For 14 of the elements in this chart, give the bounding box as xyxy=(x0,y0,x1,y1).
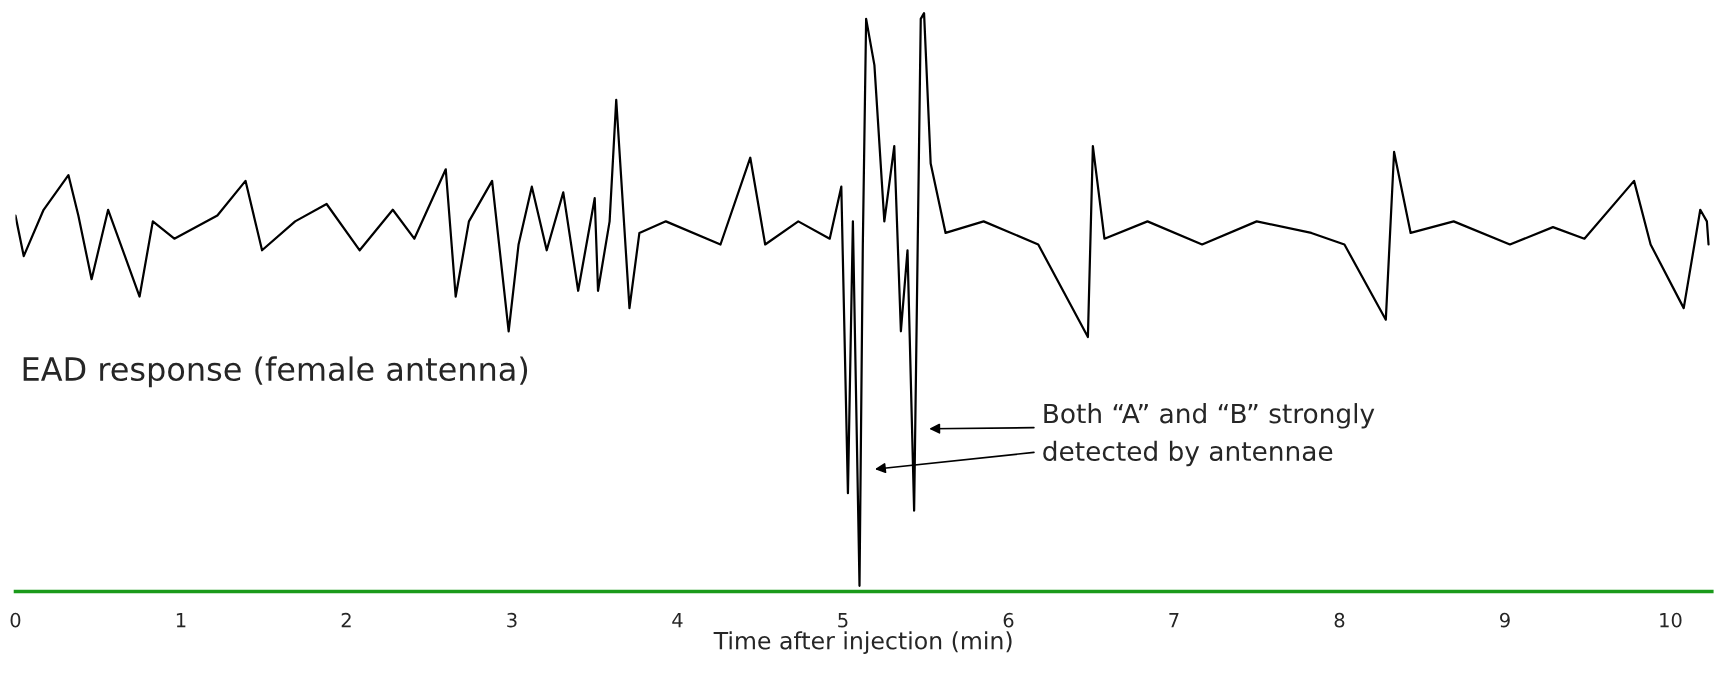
x-axis-title: Time after injection (min) xyxy=(713,631,1012,655)
x-tick-label: 8 xyxy=(1334,612,1345,628)
x-tick-label: 1 xyxy=(176,613,186,628)
x-tick-label: 3 xyxy=(507,612,517,628)
x-tick-label: 2 xyxy=(341,612,351,628)
x-tick-label: 4 xyxy=(672,613,683,628)
annotation: Both “A” and “B” strongly detected by antennae xyxy=(1043,403,1375,467)
annotation: EAD response (female antenna) xyxy=(23,356,528,388)
x-tick-label: 5 xyxy=(838,613,848,628)
x-tick-label: 6 xyxy=(1003,612,1014,628)
x-tick-label: 9 xyxy=(1500,612,1510,628)
x-tick-label: 0 xyxy=(10,612,21,628)
x-tick-label: 10 xyxy=(1660,612,1682,628)
x-tick-label: 7 xyxy=(1169,613,1179,628)
